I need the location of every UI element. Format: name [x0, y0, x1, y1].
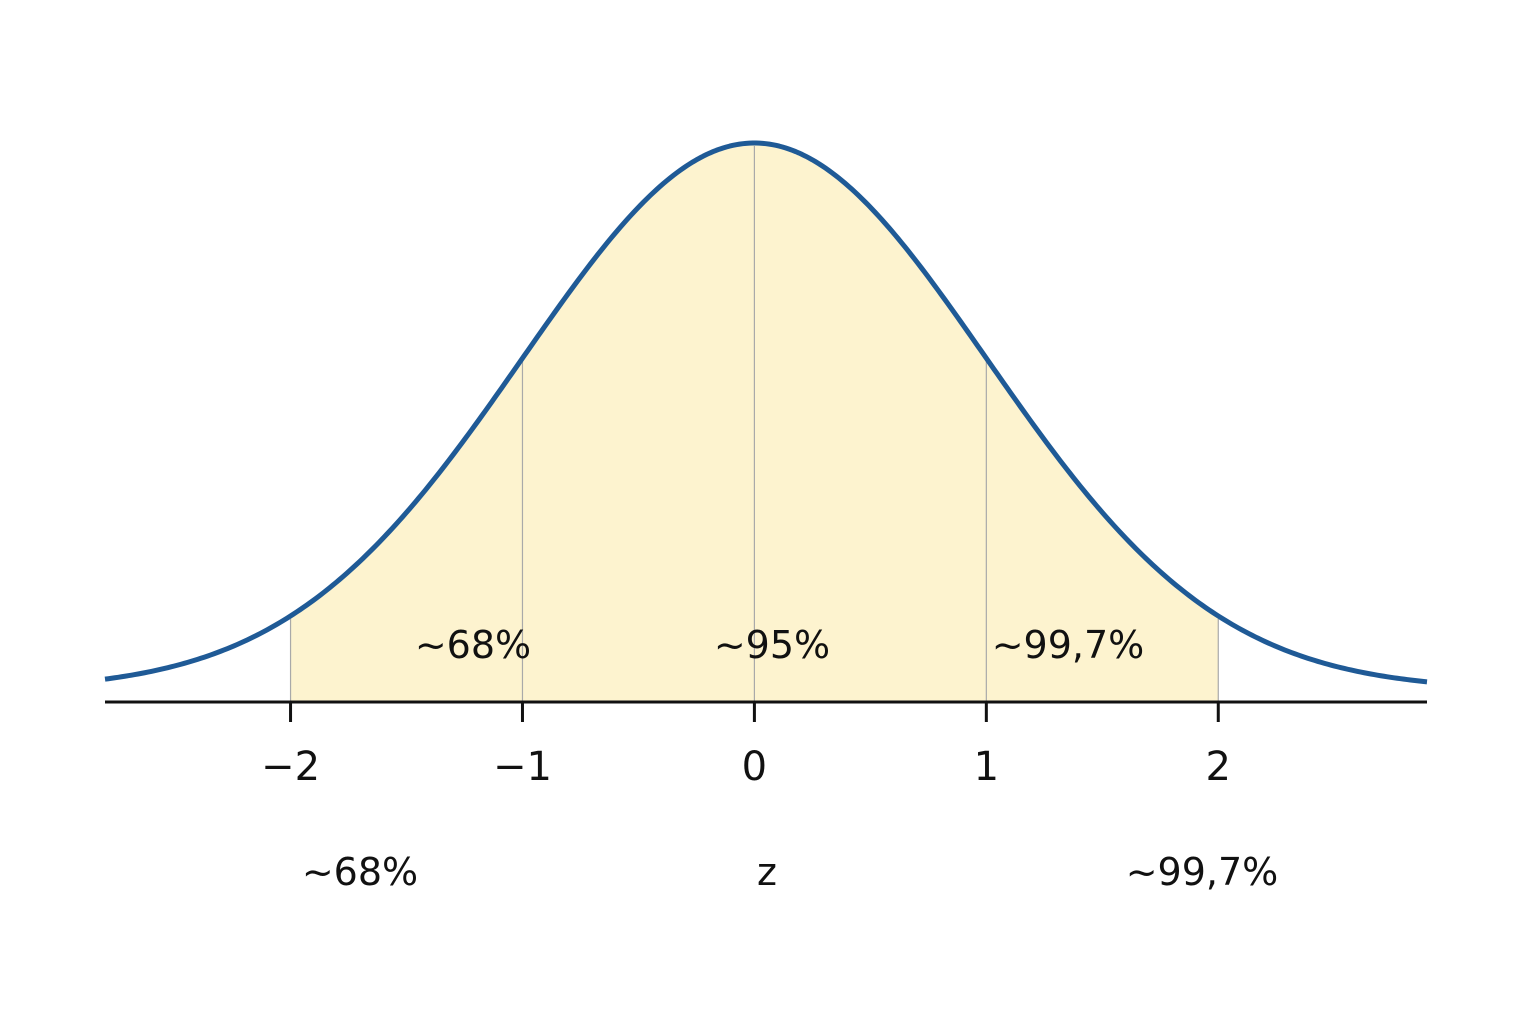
normal-curve — [104, 140, 1428, 685]
x-axis-label: z — [757, 850, 777, 894]
annotation-inside-left: ~68% — [415, 623, 531, 667]
x-tick-label: 2 — [1206, 744, 1231, 790]
x-tick-label: −2 — [261, 744, 320, 790]
x-tick-label: 1 — [974, 744, 999, 790]
vertical-gridlines — [289, 146, 1219, 702]
x-tick-label: 0 — [742, 744, 767, 790]
annotation-below-right: ~99,7% — [1126, 850, 1279, 894]
annotation-below-left: ~68% — [302, 850, 418, 894]
x-tick-label: −1 — [493, 744, 552, 790]
x-axis-ticks: −2 −1 0 1 2 — [261, 702, 1231, 790]
annotation-inside-right: ~99,7% — [992, 623, 1145, 667]
annotation-inside-center: ~95% — [714, 623, 830, 667]
